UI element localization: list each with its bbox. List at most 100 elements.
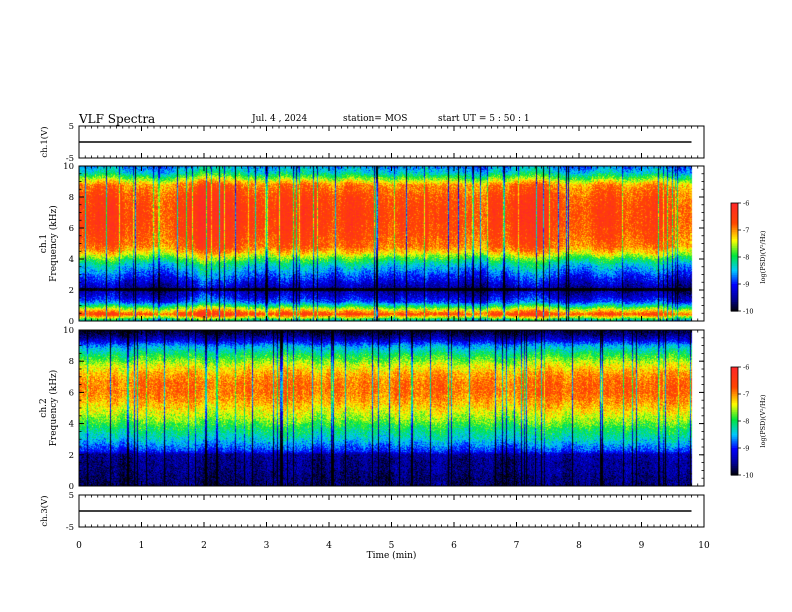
ch1-spectrogram-colorbar-swatch [731,244,738,247]
ch2-spectrogram-colorbar-tick-label: -7 [743,391,749,399]
ch1-spectrogram-channel-label: ch.1 [39,234,49,253]
ch1-voltage-ytick-label: 5 [69,122,74,132]
ch1-spectrogram-colorbar-swatch [731,212,738,215]
ch2-spectrogram-ytick-label: 4 [69,420,74,430]
ch1-spectrogram-colorbar-swatch [731,255,738,258]
ch1-spectrogram-colorbar-swatch [731,239,738,242]
ch1-spectrogram-colorbar-swatch [731,213,738,217]
ch1-spectrogram-colorbar-swatch [731,271,738,274]
ch2-spectrogram-colorbar-swatch [731,457,738,460]
ch2-spectrogram-colorbar-swatch [731,404,738,408]
ch2-spectrogram-colorbar-swatch [731,464,738,467]
ch2-spectrogram-colorbar-swatch [731,437,738,440]
ch2-spectrogram-colorbar-swatch [731,446,738,449]
ch2-spectrogram-colorbar-swatch [731,422,738,426]
ch1-spectrogram-ylabel: Frequency (kHz) [48,205,59,282]
time-axis-tick-label: 1 [139,541,145,551]
ch3-voltage-ylabel: ch.3(V) [39,495,50,526]
ch1-spectrogram-colorbar-swatch [731,302,738,305]
ch1-spectrogram-colorbar-swatch [731,235,738,238]
ch1-spectrogram-colorbar-swatch [731,260,738,263]
ch2-spectrogram-colorbar-swatch [731,390,738,393]
ch2-spectrogram-ytick-label: 6 [69,388,74,398]
ch2-spectrogram-colorbar-swatch [731,430,738,433]
ch1-spectrogram-colorbar-swatch [731,233,738,236]
ch1-spectrogram-colorbar-swatch [731,296,738,299]
ch1-spectrogram-colorbar-swatch [731,264,738,267]
ch1-spectrogram-colorbar-swatch [731,240,738,244]
ch2-spectrogram-ytick-label: 2 [69,451,74,461]
ch1-spectrogram-colorbar-swatch [731,224,738,227]
ch2-spectrogram-colorbar-tick-label: -8 [743,418,749,426]
ch2-spectrogram-colorbar-swatch [731,433,738,436]
ch2-spectrogram-ylabel: Frequency (kHz) [48,370,59,447]
ch1-spectrogram-colorbar-swatch [731,230,738,233]
ch1-spectrogram-colorbar-swatch [731,210,738,213]
ch2-spectrogram-colorbar-swatch [731,392,738,395]
ch2-spectrogram-colorbar-swatch [731,394,738,397]
header-start-ut: start UT = 5 : 50 : 1 [438,114,530,124]
ch1-spectrogram-colorbar-swatch [731,251,738,254]
ch2-spectrogram-channel-label: ch.2 [39,398,49,417]
ch1-spectrogram-colorbar-swatch [731,258,738,262]
ch2-spectrogram-colorbar-swatch [731,462,738,465]
ch2-spectrogram-colorbar-swatch [731,417,738,420]
ch1-spectrogram-colorbar-swatch [731,278,738,281]
ch2-spectrogram-colorbar-swatch [731,403,738,406]
ch1-spectrogram-colorbar-tick-label: -8 [743,254,749,262]
header-title: VLF Spectra [79,112,156,126]
ch2-spectrogram-colorbar-swatch [731,444,738,447]
ch3-voltage-ytick-label: 5 [69,491,74,501]
ch1-spectrogram-colorbar-label: log(PSD)(V²/Hz) [759,230,767,283]
ch2-spectrogram-colorbar-swatch [731,455,738,458]
ch2-spectrogram-colorbar-swatch [731,451,738,454]
ch2-spectrogram-colorbar-label: log(PSD)(V²/Hz) [759,394,767,447]
ch2-spectrogram-colorbar-swatch [731,397,738,400]
header-station: station= MOS [343,114,408,124]
ch1-spectrogram-colorbar-swatch [731,206,738,209]
ch1-spectrogram-colorbar-swatch [731,267,738,271]
ch2-spectrogram-colorbar-swatch [731,377,738,381]
ch2-spectrogram-colorbar-swatch [731,379,738,382]
time-axis-label: Time (min) [367,550,417,561]
ch1-spectrogram-colorbar-swatch [731,303,738,307]
ch2-spectrogram-colorbar-swatch [731,381,738,384]
ch1-spectrogram-colorbar-swatch [731,269,738,272]
ch1-spectrogram-ytick-label: 0 [69,317,74,327]
ch1-spectrogram-ytick-label: 10 [63,162,74,172]
ch2-spectrogram-colorbar-tick-label: -6 [743,364,749,372]
ch1-spectrogram-colorbar-tick-label: -9 [743,281,749,289]
ch1-spectrogram-colorbar-swatch [731,298,738,301]
ch1-spectrogram-colorbar-swatch [731,249,738,253]
time-axis-tick-label: 2 [201,541,207,551]
ch1-spectrogram-colorbar-swatch [731,280,738,283]
ch1-spectrogram-colorbar-swatch [731,262,738,265]
ch2-spectrogram-colorbar-swatch [731,376,738,379]
ch2-spectrogram-colorbar-swatch [731,374,738,377]
ch1-spectrogram-colorbar-tick-label: -10 [743,308,753,316]
ch2-spectrogram-colorbar-swatch [731,368,738,372]
ch1-spectrogram-ytick-label: 6 [69,224,74,234]
ch2-spectrogram-colorbar-swatch [731,399,738,402]
ch1-spectrogram-colorbar-swatch [731,237,738,240]
ch2-spectrogram-colorbar-swatch [731,408,738,411]
ch1-spectrogram-colorbar-swatch [731,305,738,308]
time-axis-tick-label: 3 [264,541,270,551]
ch1-spectrogram-colorbar-swatch [731,242,738,245]
ch1-spectrogram-colorbar-swatch [731,273,738,276]
ch2-spectrogram-colorbar-swatch [731,466,738,469]
ch2-spectrogram-colorbar-swatch [731,449,738,453]
ch1-spectrogram-ytick-label: 2 [69,286,74,296]
time-axis-tick-label: 9 [639,541,645,551]
header-date: Jul. 4 , 2024 [252,114,308,124]
ch2-spectrogram-colorbar-swatch [731,460,738,463]
ch1-spectrogram-colorbar-swatch [731,294,738,298]
ch1-spectrogram-colorbar-swatch [731,300,738,303]
ch1-spectrogram-colorbar-swatch [731,219,738,222]
ch2-spectrogram-colorbar-swatch [731,367,738,370]
ch2-spectrogram-colorbar-swatch [731,410,738,413]
ch1-spectrogram-colorbar-swatch [731,215,738,218]
ch2-spectrogram-colorbar-swatch [731,426,738,429]
ch1-spectrogram-image [79,166,704,321]
ch1-spectrogram-colorbar-swatch [731,248,738,251]
